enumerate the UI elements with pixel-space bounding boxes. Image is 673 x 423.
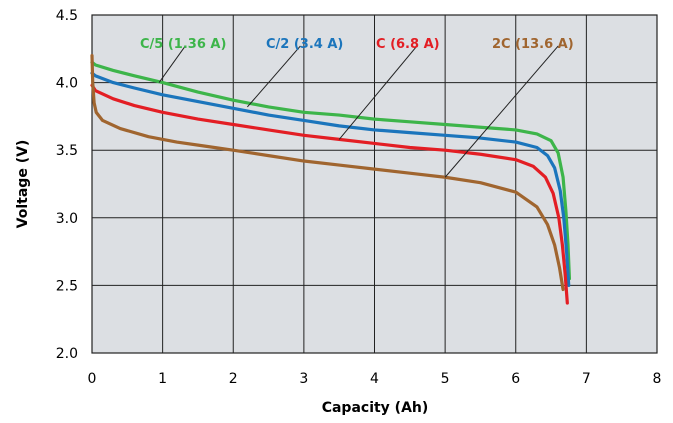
y-tick-label: 4.0 [56,76,78,92]
plot-frame [91,14,658,354]
series-label: C/5 (1.36 A) [140,37,226,52]
x-tick-label: 8 [653,371,662,387]
x-tick-labels: 0 1 2 3 4 5 6 7 8 [88,371,662,387]
y-axis-title: Voltage (V) [15,140,31,229]
x-tick-label: 7 [582,371,591,387]
series-label: C/2 (3.4 A) [266,37,343,52]
x-axis-title: Capacity (Ah) [322,400,429,416]
y-tick-label: 2.0 [56,346,78,362]
y-tick-label: 3.5 [56,143,78,159]
series-label: 2C (13.6 A) [492,37,574,52]
annotation-leader [158,45,186,83]
series-annotations: C/5 (1.36 A) C/2 (3.4 A) C (6.8 A) 2C (13.6… [140,37,574,178]
x-tick-label: 6 [511,371,520,387]
x-tick-label: 4 [370,371,379,387]
x-tick-label: 3 [299,371,308,387]
series-line-3 [90,53,565,292]
series-lines [90,53,572,305]
x-tick-label: 5 [441,371,450,387]
annotation-leader [338,45,418,140]
y-tick-labels: 2.0 2.5 3.0 3.5 4.0 4.5 [56,8,78,362]
annotation-leader [246,45,301,108]
series-line-1 [90,71,571,287]
axes [91,14,658,354]
y-tick-label: 4.5 [56,8,78,24]
x-tick-label: 0 [88,371,97,387]
series-line-2 [90,83,569,305]
y-tick-label: 3.0 [56,211,78,227]
series-label: C (6.8 A) [376,37,440,52]
x-tick-label: 2 [229,371,238,387]
y-tick-label: 2.5 [56,278,78,294]
series-line-0 [90,60,572,281]
x-tick-label: 1 [158,371,167,387]
annotation-leader [444,45,559,178]
